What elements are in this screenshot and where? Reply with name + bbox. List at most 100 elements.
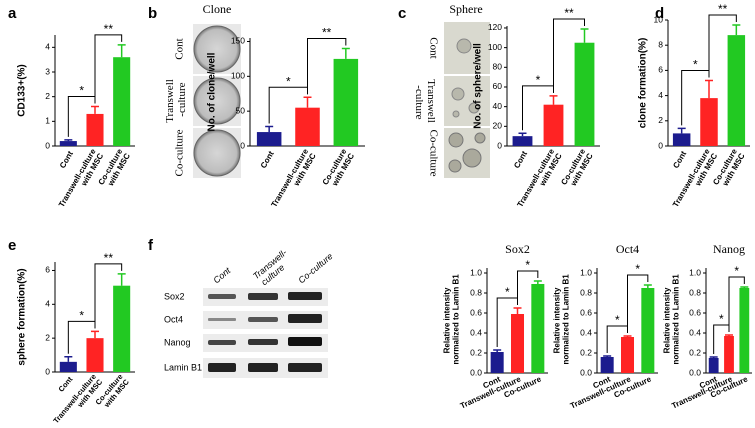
error-bar [341, 47, 350, 59]
significance-label: * [615, 313, 620, 327]
bar-chart: clone formation(%)0246810ContTranswell-c… [638, 2, 750, 209]
bar [708, 358, 719, 373]
bar-chart: No. of sphere/well020406080100120ContTra… [473, 6, 600, 209]
blot-row-label: Oct4 [164, 314, 183, 324]
bar [641, 288, 655, 373]
y-tick-label: 0.6 [470, 307, 482, 317]
significance-label: * [693, 58, 698, 72]
y-tick-label: 100 [488, 42, 502, 52]
error-bar [603, 355, 612, 357]
y-tick-label: 0.8 [580, 287, 592, 297]
blot-row-label: Lamin B1 [164, 362, 202, 372]
significance-label: ** [718, 2, 728, 16]
image-row-label: Co-culture [174, 129, 186, 176]
error-bar [91, 105, 99, 114]
image-row-label: Co-culture [427, 129, 439, 176]
significance-label: ** [564, 6, 574, 20]
bar [113, 285, 131, 372]
y-tick-label: 1.0 [470, 267, 482, 277]
y-tick-label: 0.0 [580, 367, 592, 377]
bar [113, 57, 131, 147]
error-bar [643, 284, 652, 288]
x-tick-label: Transwell-culture with MSC [270, 147, 319, 213]
y-axis-label: CD133+(%) [17, 64, 28, 117]
panel-label: a [8, 5, 17, 22]
y-tick-label: 0.4 [689, 327, 701, 337]
y-tick-label: 1.0 [580, 267, 592, 277]
error-bar [623, 335, 632, 337]
chart-title: Oct4 [616, 242, 639, 256]
y-tick-label: 40 [493, 101, 503, 111]
error-bar [265, 125, 274, 133]
y-tick-label: 0.6 [689, 307, 701, 317]
x-tick-label: Cont [57, 374, 75, 393]
error-bar [533, 280, 542, 284]
blot-column-label: Cont [211, 265, 232, 285]
y-tick-label: 60 [493, 81, 503, 91]
y-tick-label: 8 [658, 39, 663, 49]
bar [256, 132, 282, 146]
significance-label: * [79, 309, 84, 323]
significance-bracket [307, 37, 347, 95]
y-axis-label: No. of clone/well [207, 52, 218, 131]
y-tick-label: 100 [231, 71, 245, 81]
bar [510, 314, 525, 373]
bar [59, 361, 77, 372]
chart-title: Nanog [713, 242, 745, 256]
y-tick-label: 0.0 [689, 367, 701, 377]
image-row-label: Transwell -culture [163, 79, 187, 123]
error-bar [740, 286, 749, 288]
x-tick-label: Co-culture with MSC [94, 372, 132, 412]
significance-bracket [517, 270, 539, 305]
y-tick-label: 3 [45, 66, 50, 76]
y-tick-label: 120 [488, 22, 502, 32]
y-axis-label: clone formation(%) [638, 38, 649, 129]
error-bar [518, 132, 527, 137]
significance-bracket [94, 263, 123, 329]
bar-chart: sphere formation(%)0246ContTranswell-cul… [17, 251, 135, 425]
image-title: Sphere [449, 2, 482, 16]
y-tick-label: 0.4 [470, 327, 482, 337]
error-bar [725, 334, 733, 336]
sphere-images [444, 22, 490, 178]
panel-label: d [655, 5, 664, 22]
y-tick-label: 4 [45, 42, 50, 52]
panel-label: c [398, 5, 406, 22]
bar [86, 113, 104, 146]
y-tick-label: 2 [658, 115, 663, 125]
error-bar [117, 44, 126, 58]
x-tick-label: Co-culture with MSC [97, 147, 133, 191]
bar [333, 58, 359, 146]
error-bar [549, 95, 558, 105]
blot-bands [203, 288, 328, 378]
x-tick-label: Co-culture with MSC [321, 147, 357, 191]
significance-bracket [627, 274, 649, 333]
bar-chart: Sox2 Relative intensity normalized to Lam… [443, 242, 548, 411]
significance-label: * [536, 73, 541, 87]
image-title: Clone [203, 2, 232, 16]
significance-label: * [719, 312, 724, 326]
image-row-label: Cont [427, 37, 439, 58]
bar [724, 336, 734, 373]
image-row-label: Transwell -culture [413, 79, 437, 123]
significance-label: * [505, 285, 510, 299]
panel-label: e [8, 237, 16, 254]
error-bar [732, 24, 741, 36]
bar [574, 42, 595, 146]
bar [543, 104, 564, 146]
y-tick-label: 0.2 [689, 347, 701, 357]
error-bar [513, 307, 522, 314]
y-tick-label: 1 [45, 116, 50, 126]
y-tick-label: 20 [493, 121, 503, 131]
significance-label: ** [322, 26, 332, 40]
bar-chart: Nanog Relative intensity normalized to La… [663, 242, 752, 411]
error-bar [705, 79, 713, 99]
error-bar [303, 96, 312, 108]
bar [295, 107, 320, 146]
error-bar [677, 127, 686, 134]
blot-row-label: Nanog [164, 337, 191, 347]
bar [739, 288, 750, 373]
y-tick-label: 0.8 [689, 287, 701, 297]
chart-title: Sox2 [505, 242, 530, 256]
